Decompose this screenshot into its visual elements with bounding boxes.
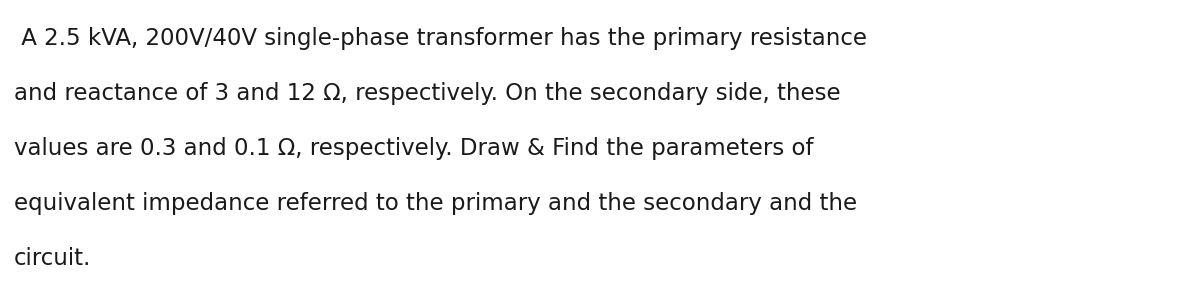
- Text: A 2.5 kVA, 200V/40V single-phase transformer has the primary resistance: A 2.5 kVA, 200V/40V single-phase transfo…: [14, 27, 866, 50]
- Text: equivalent impedance referred to the primary and the secondary and the: equivalent impedance referred to the pri…: [14, 192, 857, 215]
- Text: values are 0.3 and 0.1 Ω, respectively. Draw & Find the parameters of: values are 0.3 and 0.1 Ω, respectively. …: [14, 137, 814, 160]
- Text: circuit.: circuit.: [14, 247, 91, 270]
- Text: and reactance of 3 and 12 Ω, respectively. On the secondary side, these: and reactance of 3 and 12 Ω, respectivel…: [14, 82, 841, 105]
